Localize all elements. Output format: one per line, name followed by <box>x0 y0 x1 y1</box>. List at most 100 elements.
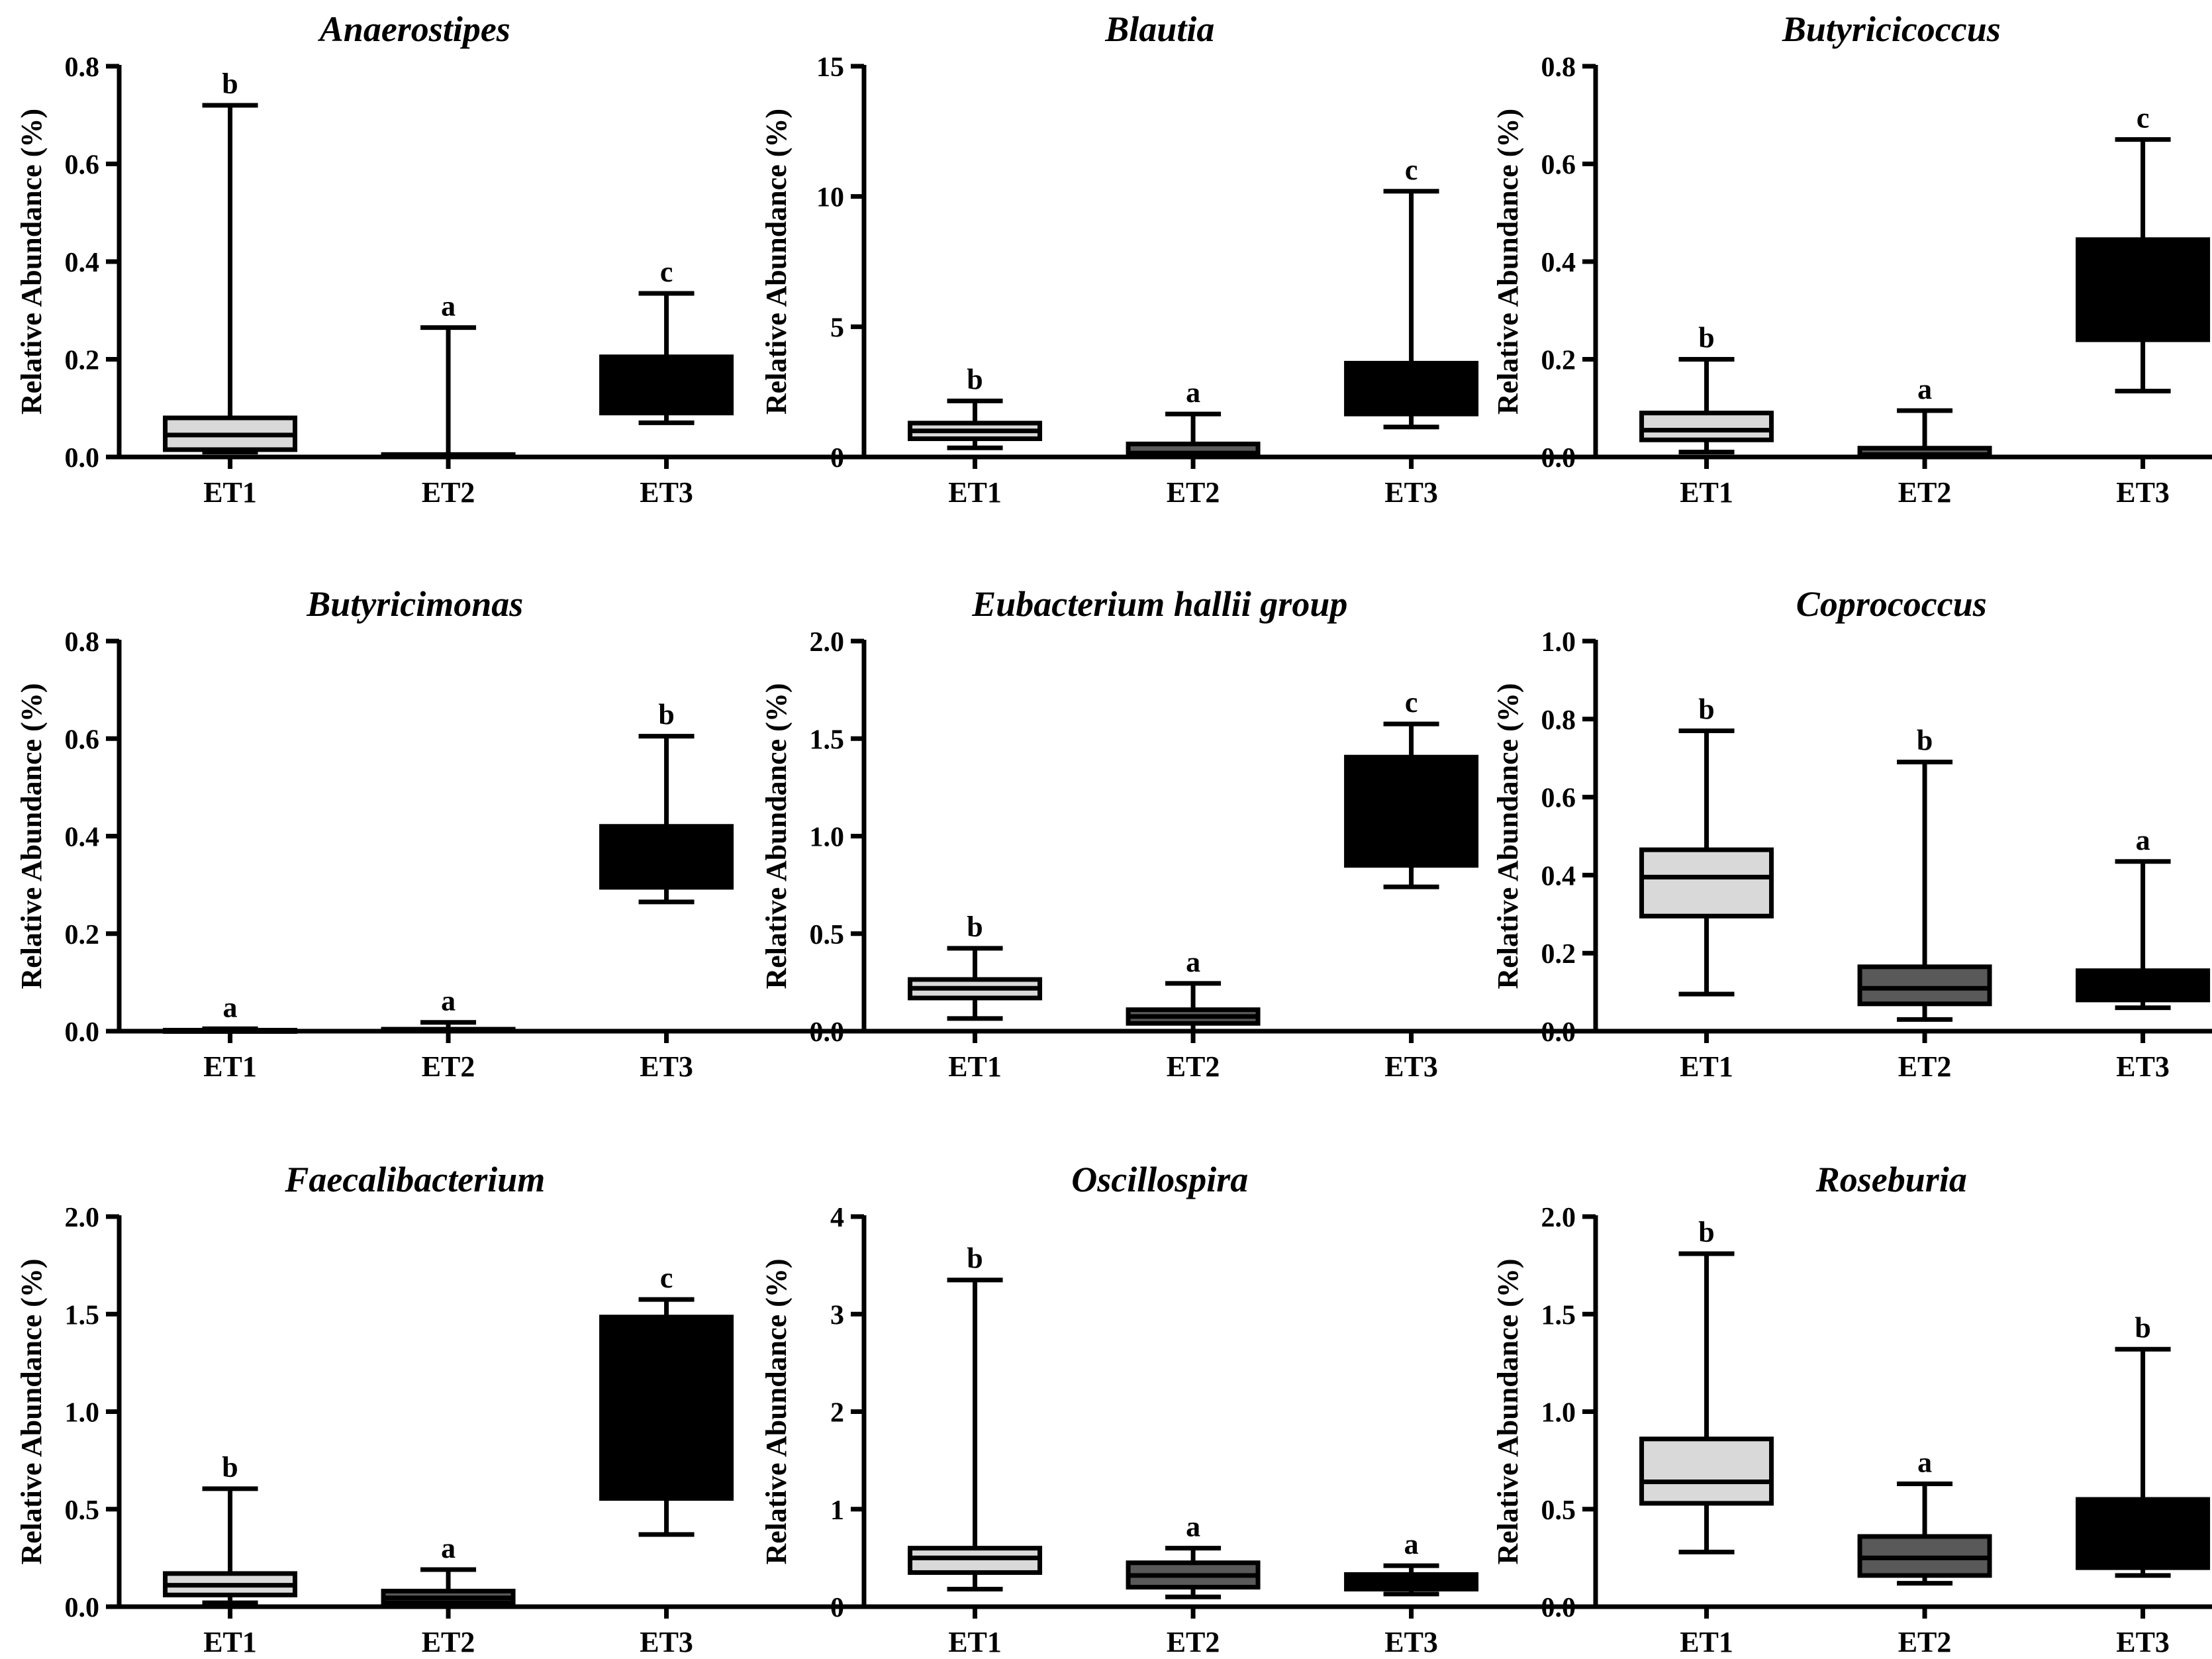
y-axis-label: Relative Abundance (%) <box>1492 683 1524 989</box>
x-tick-label: ET2 <box>422 1626 475 1658</box>
significance-letter: c <box>2137 102 2150 134</box>
significance-letter: b <box>967 363 983 395</box>
box-et1: ET1 b <box>1639 322 1774 509</box>
box-et1: ET1 b <box>1639 693 1774 1083</box>
y-tick-label: 10 <box>816 183 844 213</box>
y-tick-label: 2.0 <box>1541 1203 1576 1233</box>
x-tick-label: ET3 <box>640 1626 693 1658</box>
box-et1: ET1 b <box>908 911 1043 1083</box>
box-et3: ET3 c <box>599 1262 734 1658</box>
y-tick-label: 2 <box>830 1398 844 1429</box>
box-et3: ET3 a <box>2076 824 2211 1083</box>
box-et3: ET3 b <box>2076 1311 2211 1658</box>
significance-letter: a <box>1186 1511 1200 1543</box>
y-tick-label: 5 <box>830 313 844 343</box>
x-tick-label: ET1 <box>1680 1050 1733 1083</box>
box-et2: ET2 a <box>1857 1446 1992 1658</box>
box-et2: ET2 a <box>381 1532 516 1658</box>
x-tick-label: ET1 <box>948 1050 1002 1083</box>
significance-letter: a <box>1917 1446 1932 1478</box>
y-tick-label: 0.0 <box>65 443 100 474</box>
x-tick-label: ET2 <box>1898 476 1952 509</box>
chart-panel: Faecalibacterium Relative Abundance (%) 0.… <box>15 1160 859 1658</box>
chart-panel: Oscillospira Relative Abundance (%) 0 1 2 3 4 E… <box>760 1160 1604 1658</box>
y-tick-label: 0.4 <box>65 248 100 278</box>
y-tick-label: 0.0 <box>1541 1017 1576 1048</box>
x-tick-label: ET1 <box>203 476 257 509</box>
chart-title: Coprococcus <box>1796 584 1987 624</box>
box-et3: ET3 c <box>599 256 734 509</box>
y-tick-label: 15 <box>816 52 844 83</box>
chart-panel: Roseburia Relative Abundance (%) 0.0 0.5 1.0… <box>1492 1160 2212 1658</box>
chart-title: Oscillospira <box>1071 1160 1248 1199</box>
y-tick-label: 3 <box>830 1300 844 1331</box>
box-iqr <box>1639 1436 1774 1506</box>
y-axis-label: Relative Abundance (%) <box>760 109 793 415</box>
significance-letter: a <box>441 985 456 1017</box>
significance-letter: b <box>967 1242 983 1275</box>
y-tick-label: 4 <box>830 1203 844 1233</box>
x-tick-label: ET3 <box>1384 1626 1438 1658</box>
x-tick-label: ET2 <box>1898 1050 1952 1083</box>
box-et3: ET3 c <box>1344 686 1479 1083</box>
y-tick-label: 1.0 <box>1541 627 1576 658</box>
chart-title: Faecalibacterium <box>284 1160 545 1199</box>
box-iqr <box>599 354 734 416</box>
box-iqr <box>599 824 734 890</box>
y-tick-label: 0.0 <box>65 1593 100 1623</box>
significance-letter: a <box>441 290 456 323</box>
x-tick-label: ET3 <box>640 1050 693 1083</box>
chart-title: Eubacterium hallii group <box>971 584 1347 624</box>
y-tick-label: 0.8 <box>1541 705 1576 736</box>
chart-panel: Anaerostipes Relative Abundance (%) 0.0 0.2… <box>15 9 859 509</box>
significance-letter: b <box>658 699 674 731</box>
y-axis-label: Relative Abundance (%) <box>15 109 48 415</box>
y-tick-label: 0.2 <box>65 346 100 376</box>
box-et1: ET1 b <box>908 363 1043 509</box>
y-axis-label: Relative Abundance (%) <box>15 1259 48 1565</box>
y-tick-label: 0.2 <box>65 920 100 950</box>
box-et3: ET3 b <box>599 699 734 1083</box>
significance-letter: a <box>1917 373 1932 405</box>
x-tick-label: ET1 <box>1680 1626 1733 1658</box>
significance-letter: a <box>441 1532 456 1564</box>
box-iqr <box>2076 237 2211 342</box>
y-tick-label: 0 <box>830 443 844 474</box>
y-tick-label: 0.0 <box>1541 1593 1576 1623</box>
significance-letter: a <box>1186 376 1200 409</box>
chart-panel: Butyricicoccus Relative Abundance (%) 0.0 0… <box>1492 9 2212 509</box>
x-tick-label: ET3 <box>2116 476 2170 509</box>
box-et3: ET3 c <box>2076 102 2211 509</box>
chart-title: Butyricimonas <box>306 584 523 624</box>
significance-letter: b <box>1698 693 1714 725</box>
y-tick-label: 1.0 <box>810 823 845 853</box>
y-tick-label: 1 <box>830 1495 844 1526</box>
chart-panel: Butyricimonas Relative Abundance (%) 0.0 0.… <box>15 584 859 1083</box>
y-tick-label: 0.2 <box>1541 939 1576 970</box>
significance-letter: c <box>660 1262 673 1294</box>
box-et2: ET2 b <box>1857 725 1992 1083</box>
box-iqr <box>2076 968 2211 1003</box>
y-tick-label: 0.8 <box>65 627 100 658</box>
significance-letter: a <box>1404 1528 1419 1560</box>
x-tick-label: ET2 <box>1167 476 1220 509</box>
y-tick-label: 1.5 <box>65 1300 100 1331</box>
chart-panel: Eubacterium hallii group Relative Abundan… <box>760 584 1604 1083</box>
y-axis-label: Relative Abundance (%) <box>1492 109 1524 415</box>
box-et2: ET2 a <box>1126 946 1261 1083</box>
x-tick-label: ET1 <box>203 1050 257 1083</box>
chart-title: Anaerostipes <box>318 9 510 49</box>
y-axis-label: Relative Abundance (%) <box>15 683 48 989</box>
x-tick-label: ET2 <box>422 476 475 509</box>
box-et2: ET2 a <box>381 290 516 509</box>
significance-letter: b <box>2135 1311 2150 1344</box>
x-tick-label: ET1 <box>948 476 1002 509</box>
y-tick-label: 0.5 <box>65 1495 100 1526</box>
x-tick-label: ET2 <box>1167 1050 1220 1083</box>
y-tick-label: 1.5 <box>1541 1300 1576 1331</box>
y-tick-label: 2.0 <box>810 627 845 658</box>
box-iqr <box>1639 847 1774 919</box>
y-tick-label: 0.4 <box>1541 861 1576 891</box>
